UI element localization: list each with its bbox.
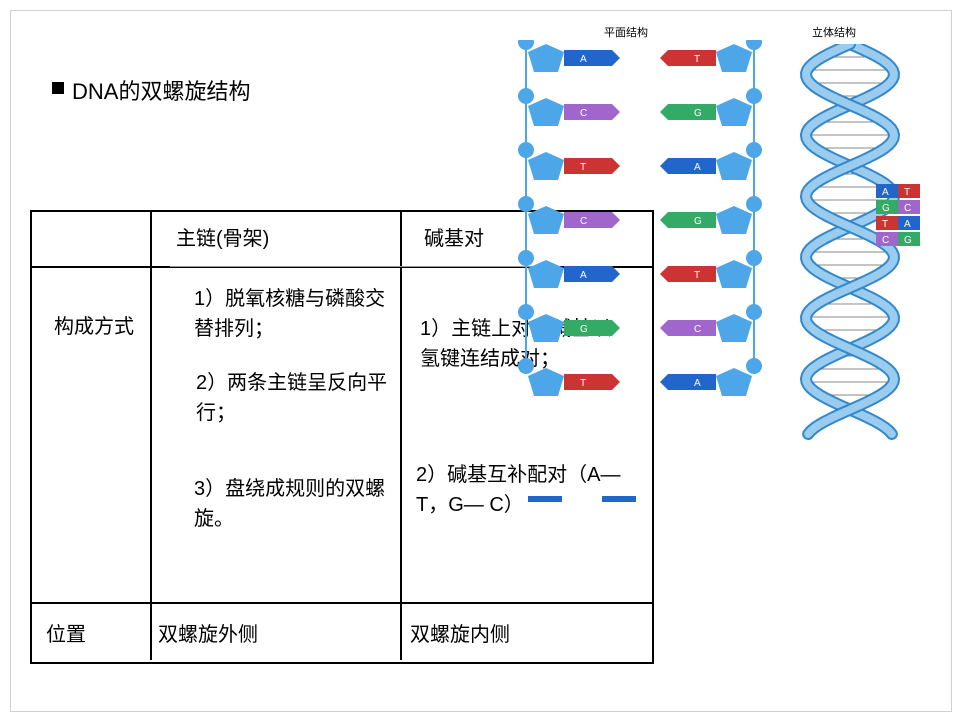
col2-p2: 2）碱基互补配对（A— T，G— C）: [416, 460, 636, 520]
svg-text:A: A: [694, 162, 701, 173]
col1-p2: 2）两条主链呈反向平行；: [196, 368, 396, 428]
svg-text:G: G: [694, 108, 702, 119]
table-vline-2: [400, 210, 402, 660]
col1-position: 双螺旋外侧: [158, 620, 258, 650]
svg-text:A: A: [694, 378, 701, 389]
helix-structure-diagram: ATGCTACG: [780, 44, 940, 444]
svg-text:G: G: [882, 203, 890, 214]
label-planar: 平面结构: [604, 24, 648, 40]
slide-stage: DNA的双螺旋结构 主链(骨架) 碱基对 构成方式 位置 1）脱氧核糖与磷酸交替…: [0, 0, 960, 720]
svg-text:C: C: [580, 216, 587, 227]
svg-text:G: G: [904, 235, 912, 246]
table-hline-2: [30, 602, 652, 604]
svg-text:T: T: [694, 270, 700, 281]
col2-position: 双螺旋内侧: [410, 620, 510, 650]
title-bullet: [52, 82, 64, 94]
svg-text:A: A: [882, 187, 889, 198]
triple-underline-1: [528, 496, 562, 502]
planar-structure-diagram: A T C G T A C G A T G C T A: [510, 40, 770, 440]
col1-p1: 1）脱氧核糖与磷酸交替排列；: [194, 284, 394, 344]
svg-text:A: A: [580, 270, 587, 281]
col1-p3: 3）盘绕成规则的双螺旋。: [194, 474, 394, 534]
svg-text:C: C: [580, 108, 587, 119]
rowlabel-composition: 构成方式: [54, 312, 134, 342]
svg-text:T: T: [580, 378, 586, 389]
triple-underline-2: [602, 496, 636, 502]
svg-text:T: T: [904, 187, 910, 198]
svg-text:G: G: [694, 216, 702, 227]
header-col2: 碱基对: [424, 224, 484, 254]
table-thin-line: [170, 266, 560, 267]
rowlabel-position: 位置: [46, 620, 86, 650]
slide-title: DNA的双螺旋结构: [72, 74, 250, 106]
svg-text:C: C: [904, 203, 911, 214]
svg-text:A: A: [580, 54, 587, 65]
svg-text:G: G: [580, 324, 588, 335]
svg-text:A: A: [904, 219, 911, 230]
svg-text:C: C: [882, 235, 889, 246]
label-stereo: 立体结构: [812, 24, 856, 40]
header-col1: 主链(骨架): [176, 224, 269, 254]
svg-text:C: C: [694, 324, 701, 335]
table-vline-1: [150, 210, 152, 660]
svg-text:T: T: [580, 162, 586, 173]
svg-text:T: T: [694, 54, 700, 65]
svg-text:T: T: [882, 219, 888, 230]
